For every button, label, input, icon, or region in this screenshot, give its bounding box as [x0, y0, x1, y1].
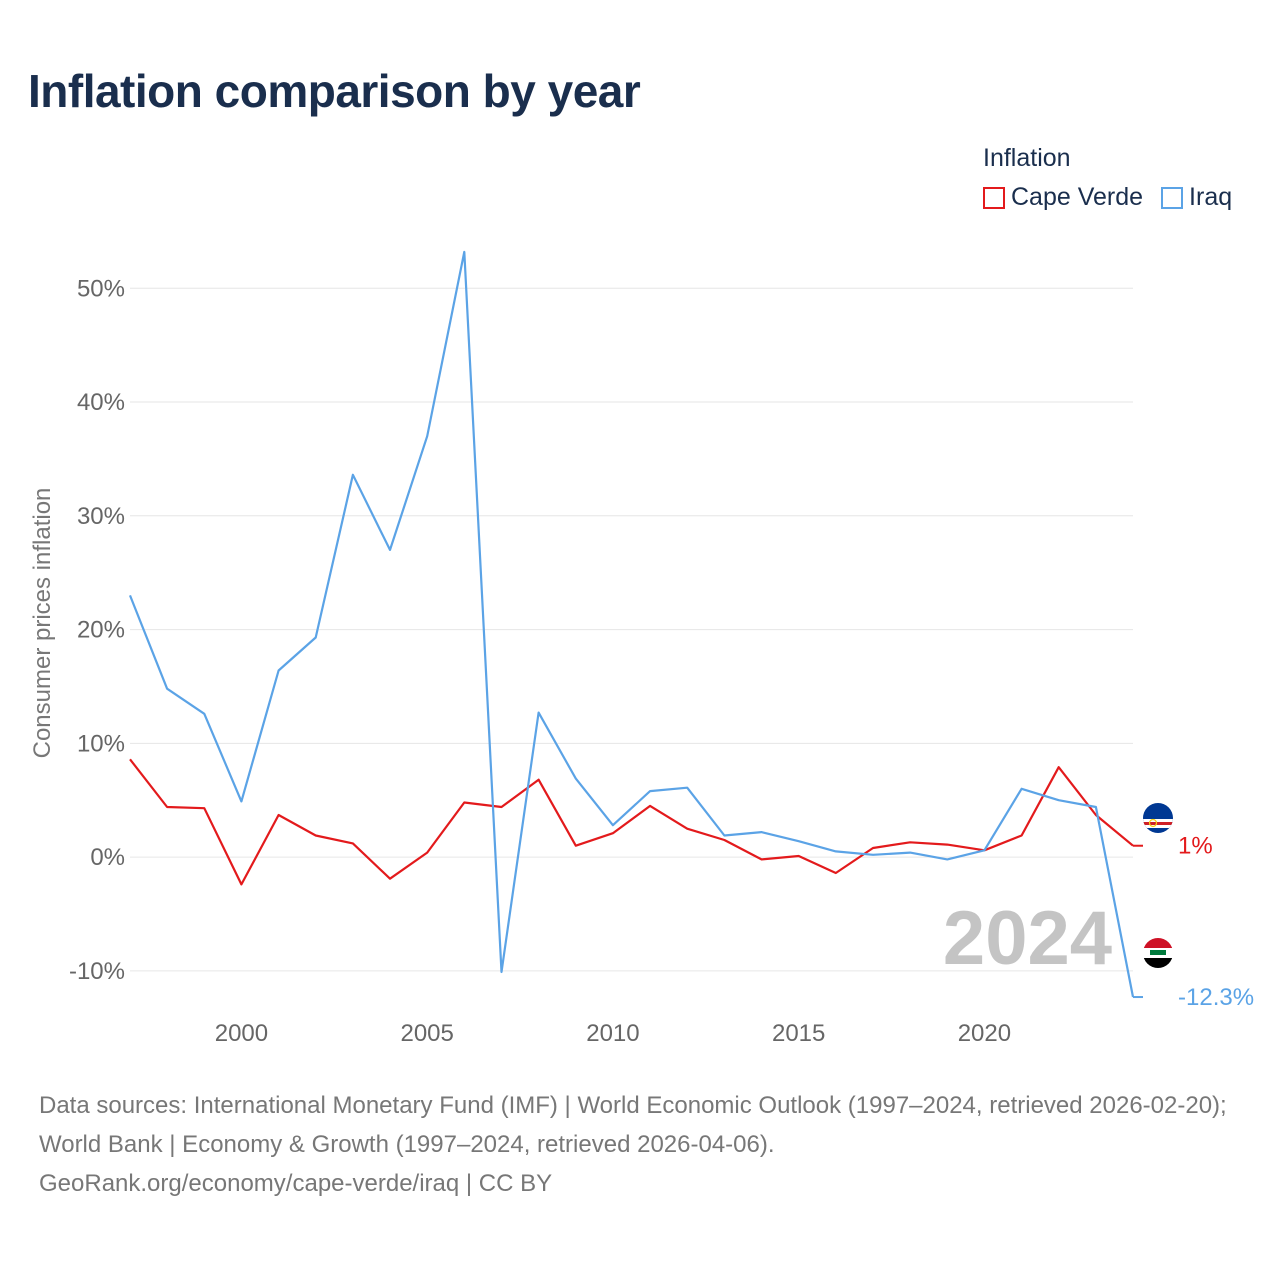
legend: Inflation Cape Verde Iraq [983, 144, 1232, 212]
legend-title: Inflation [983, 144, 1071, 172]
x-tick-label: 2020 [958, 1020, 1011, 1047]
y-tick-label: 10% [77, 730, 125, 757]
end-label-cape-verde: 1% [1178, 833, 1213, 860]
y-tick-label: 30% [77, 503, 125, 530]
legend-label-cape-verde: Cape Verde [1011, 183, 1144, 211]
y-axis-label: Consumer prices inflation [29, 488, 56, 759]
legend-label-iraq: Iraq [1189, 183, 1233, 211]
iraq-flag-icon [1143, 938, 1173, 968]
end-label-iraq: -12.3% [1178, 984, 1254, 1011]
y-tick-label: -10% [69, 958, 125, 985]
series-lines [128, 250, 1143, 999]
series-end-labels: 1% -12.3% [1178, 833, 1254, 1011]
x-tick-labels: 2000 2005 2010 2015 2020 [215, 1020, 1011, 1047]
x-tick-label: 2010 [586, 1020, 639, 1047]
legend-item-cape-verde[interactable]: Cape Verde [983, 183, 1143, 212]
series-line-iraq[interactable] [128, 250, 1135, 998]
legend-swatch-iraq [1161, 186, 1184, 209]
x-tick-label: 2015 [772, 1020, 825, 1047]
year-watermark: 2024 [943, 896, 1112, 981]
chart-title: Inflation comparison by year [28, 65, 641, 117]
credit-link[interactable]: GeoRank.org/economy/cape-verde/iraq | CC… [39, 1170, 553, 1197]
y-tick-label: 50% [77, 275, 125, 302]
data-sources: Data sources: International Monetary Fun… [39, 1092, 1227, 1158]
legend-swatch-cape-verde [983, 186, 1005, 209]
y-tick-label: 40% [77, 389, 125, 416]
y-tick-label: 20% [77, 617, 125, 644]
line-chart: 2024 -10%0%10%20%30%40%50% 2000 2005 2010 2… [29, 250, 1254, 1047]
y-tick-label: 0% [90, 844, 125, 871]
cape-verde-flag-icon [1143, 803, 1173, 833]
x-tick-label: 2000 [215, 1020, 268, 1047]
grid-lines [130, 287, 1133, 972]
series-line-cape-verde[interactable] [129, 758, 1134, 886]
y-tick-labels: -10% 0% 10% 20% 30% 40% 50% [69, 275, 125, 985]
legend-item-iraq[interactable]: Iraq [1161, 183, 1232, 212]
x-tick-label: 2005 [400, 1020, 453, 1047]
footer: Data sources: International Monetary Fun… [39, 1086, 1249, 1203]
